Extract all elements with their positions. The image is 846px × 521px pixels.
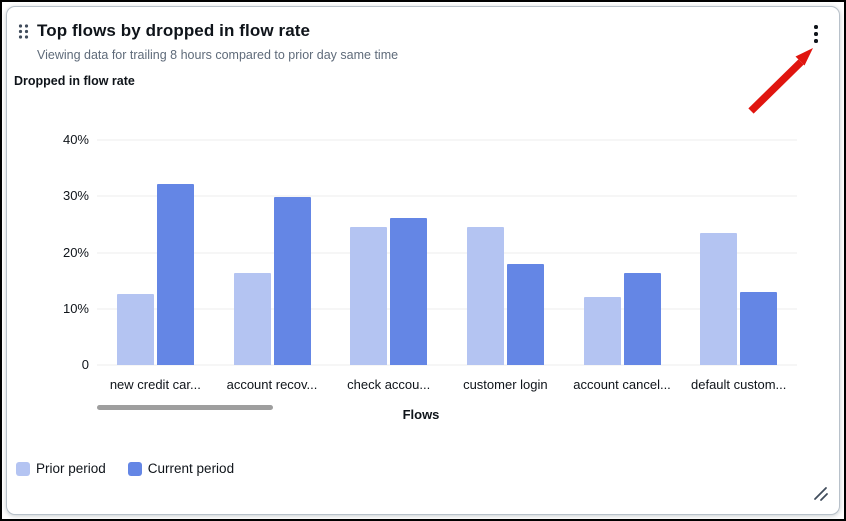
drag-handle-icon[interactable] [17,23,30,40]
chart-title: Dropped in flow rate [14,74,135,88]
widget-title: Top flows by dropped in flow rate [37,21,311,40]
bar-prior-period[interactable] [350,226,388,365]
legend-label: Current period [147,461,235,476]
legend-label: Prior period [36,461,106,476]
widget-card: Top flows by dropped in flow rate Viewin… [6,6,840,515]
legend-item-current-period[interactable]: Current period [127,461,235,476]
bar-prior-period[interactable] [233,272,271,365]
gridline [97,195,797,197]
bar-prior-period[interactable] [466,226,504,365]
x-axis-category-labels: new credit car... account recov... check a… [97,377,797,392]
gridline [97,252,797,253]
kebab-menu-icon [814,25,818,29]
bar-group [97,140,214,365]
x-category-label: customer login [463,377,548,392]
resize-handle-icon[interactable] [812,485,830,503]
legend-swatch-icon [16,461,30,476]
chart-legend: Prior period Current period [16,461,234,476]
bar-group [564,140,681,365]
y-tick-label: 0 [81,357,89,372]
x-scrollbar-thumb[interactable] [97,405,273,410]
y-tick-label: 30% [62,188,89,204]
x-category-label: account recov... [226,377,318,392]
y-axis: 40% 30% 20% 10% 0 [27,132,89,372]
legend-swatch-icon [127,461,142,476]
x-category-label: new credit car... [109,377,201,392]
bar-current-period[interactable] [390,218,428,365]
y-tick-label: 10% [62,300,89,316]
bar-current-period[interactable] [273,196,311,365]
y-tick-label: 20% [62,244,89,260]
bar-prior-period[interactable] [583,296,621,365]
bar-current-period[interactable] [740,292,778,365]
x-category-label: default custom... [691,377,787,392]
y-tick-label: 40% [62,132,89,147]
kebab-menu-icon [814,32,818,36]
widget-subtitle: Viewing data for trailing 8 hours compar… [37,48,399,62]
x-axis-title: Flows [402,407,440,422]
bar-current-period[interactable] [156,183,194,365]
kebab-menu-icon [814,39,818,43]
gridline [97,364,797,366]
red-arrow-annotation [748,48,813,114]
kebab-menu-button[interactable] [800,17,832,51]
x-category-label: check accou... [347,377,431,392]
bar-current-period[interactable] [623,273,661,365]
legend-item-prior-period[interactable]: Prior period [16,461,106,476]
gridline [97,139,797,141]
bars-layer [97,140,797,365]
bar-group [214,140,331,365]
bar-current-period[interactable] [506,264,544,365]
plot-area [97,139,797,366]
bar-group [680,140,797,365]
bar-group [330,140,447,365]
x-category-label: account cancel... [573,377,671,392]
gridline [97,308,797,310]
bar-group [447,140,564,365]
bar-prior-period[interactable] [116,293,154,365]
widget-header: Top flows by dropped in flow rate [17,21,310,41]
bar-prior-period[interactable] [700,233,738,365]
